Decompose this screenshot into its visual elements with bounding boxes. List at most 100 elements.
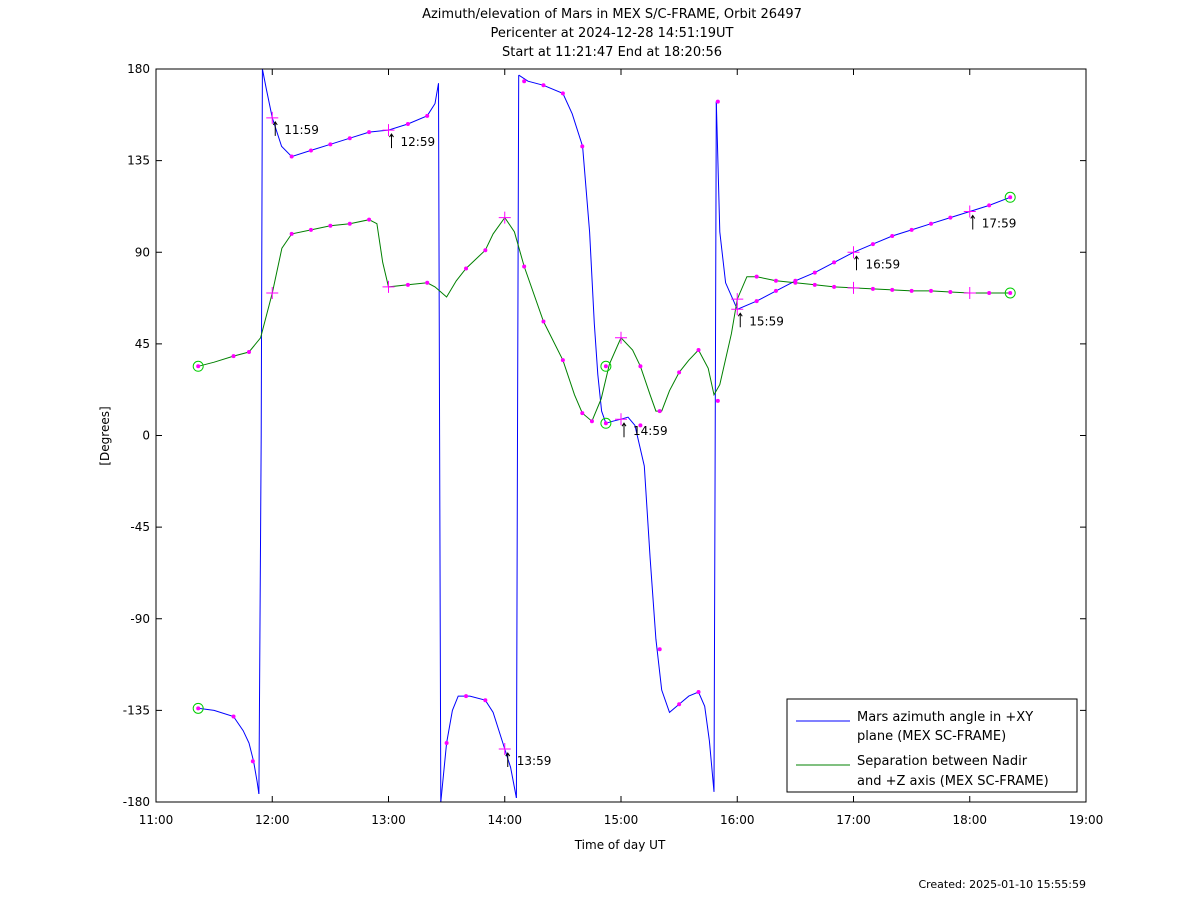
- data-point-dot: [560, 358, 565, 363]
- series-line-azimuth: [715, 101, 1011, 310]
- data-point-dot: [754, 299, 759, 304]
- data-point-dot: [425, 280, 430, 285]
- data-point-dot: [870, 286, 875, 291]
- legend-label-separation-line1: Separation between Nadir: [857, 754, 1028, 769]
- y-tick-label: 45: [135, 337, 150, 351]
- data-point-dot: [589, 419, 594, 424]
- x-tick-label: 19:00: [1069, 813, 1104, 827]
- data-point-dot: [231, 354, 236, 359]
- data-point-dot: [754, 274, 759, 279]
- hour-marker-cross: [498, 743, 511, 756]
- data-point-dot: [580, 144, 585, 149]
- y-tick-label: 135: [127, 154, 150, 168]
- endpoint-circle: [192, 702, 204, 714]
- annotation-arrow: [272, 120, 278, 136]
- annotation-arrow: [621, 422, 627, 438]
- data-point-dot: [929, 288, 934, 293]
- hour-marker-cross: [266, 111, 279, 124]
- annotation-arrow: [389, 133, 394, 149]
- y-tick-label: -135: [123, 703, 150, 717]
- annotation-arrow: [854, 255, 859, 271]
- hour-marker-cross: [847, 246, 860, 259]
- marker-layer: [192, 79, 1016, 764]
- data-point-dot: [425, 113, 430, 118]
- data-point-dot: [909, 227, 914, 232]
- endpoint-dot: [1008, 195, 1013, 200]
- data-point-dot: [231, 714, 236, 719]
- annotation-arrow: [737, 312, 743, 328]
- series-layer: [198, 68, 1011, 803]
- data-point-dot: [308, 227, 313, 232]
- data-point-dot: [405, 121, 410, 126]
- x-tick-label: 18:00: [952, 813, 987, 827]
- data-point-dot: [890, 233, 895, 238]
- data-point-dot: [560, 91, 565, 96]
- endpoint-circle: [1004, 287, 1016, 299]
- annotation-time-label: 11:59: [284, 123, 319, 137]
- y-tick-label: 180: [127, 62, 150, 76]
- legend-box: [786, 698, 1078, 793]
- endpoint-dot: [1008, 290, 1013, 295]
- legend: Mars azimuth angle in +XY plane (MEX SC-…: [786, 698, 1078, 793]
- data-point-dot: [657, 647, 662, 652]
- x-tick-label: 16:00: [720, 813, 755, 827]
- data-point-dot: [464, 266, 469, 271]
- series-line-azimuth: [515, 75, 520, 798]
- footer-created: Created: 2025-01-10 15:55:59: [918, 878, 1086, 891]
- series-line-azimuth: [713, 101, 717, 792]
- y-tick-label: -180: [123, 795, 150, 809]
- hour-marker-cross: [266, 286, 279, 299]
- data-point-dot: [328, 223, 333, 228]
- data-point-dot: [948, 215, 953, 220]
- data-point-dot: [347, 221, 352, 226]
- data-point-dot: [289, 231, 294, 236]
- data-point-dot: [347, 136, 352, 141]
- hour-marker-cross: [963, 286, 976, 299]
- data-point-dot: [677, 702, 682, 707]
- data-point-dot: [405, 282, 410, 287]
- hour-marker-cross: [382, 124, 395, 137]
- endpoint-dot: [196, 706, 201, 711]
- hour-marker-cross: [731, 303, 744, 316]
- hour-marker-cross: [731, 293, 744, 306]
- data-point-dot: [677, 370, 682, 375]
- data-point-dot: [870, 242, 875, 247]
- data-point-dot: [580, 411, 585, 416]
- legend-label-azimuth-line2: plane (MEX SC-FRAME): [857, 729, 1006, 744]
- x-tick-label: 13:00: [371, 813, 406, 827]
- series-line-azimuth: [518, 74, 715, 792]
- x-tick-label: 12:00: [255, 813, 290, 827]
- annotation-time-label: 14:59: [633, 424, 668, 438]
- x-axis-ticks: 11:00 12:00 13:00 14:00 15:00 16:00 17:00 18:00…: [139, 69, 1104, 827]
- endpoint-circle: [600, 360, 612, 372]
- annotation-time-label: 15:59: [749, 314, 784, 328]
- data-point-dot: [541, 83, 546, 88]
- endpoint-circle: [192, 360, 204, 372]
- data-point-dot: [773, 288, 778, 293]
- data-point-dot: [715, 398, 720, 403]
- data-point-dot: [832, 284, 837, 289]
- data-point-dot: [696, 690, 701, 695]
- data-point-dot: [541, 319, 546, 324]
- data-point-dot: [657, 409, 662, 414]
- annotation-time-label: 17:59: [982, 217, 1017, 231]
- endpoint-dot: [196, 364, 201, 369]
- x-tick-label: 11:00: [139, 813, 174, 827]
- data-point-dot: [909, 288, 914, 293]
- data-point-dot: [308, 148, 313, 153]
- annotation-time-label: 13:59: [517, 754, 552, 768]
- x-tick-label: 15:00: [604, 813, 639, 827]
- data-point-dot: [715, 99, 720, 104]
- hour-marker-cross: [615, 331, 627, 344]
- data-point-dot: [987, 290, 992, 295]
- series-line-separation: [198, 216, 1011, 423]
- data-point-dot: [832, 260, 837, 265]
- y-tick-label: -90: [130, 612, 150, 626]
- data-point-dot: [367, 217, 372, 222]
- y-tick-label: 0: [142, 429, 150, 443]
- series-line-azimuth: [438, 83, 442, 803]
- legend-label-separation-line2: and +Z axis (MEX SC-FRAME): [857, 774, 1049, 789]
- data-point-dot: [367, 130, 372, 135]
- chart-subtitle-pericenter: Pericenter at 2024-12-28 14:51:19UT: [490, 26, 733, 41]
